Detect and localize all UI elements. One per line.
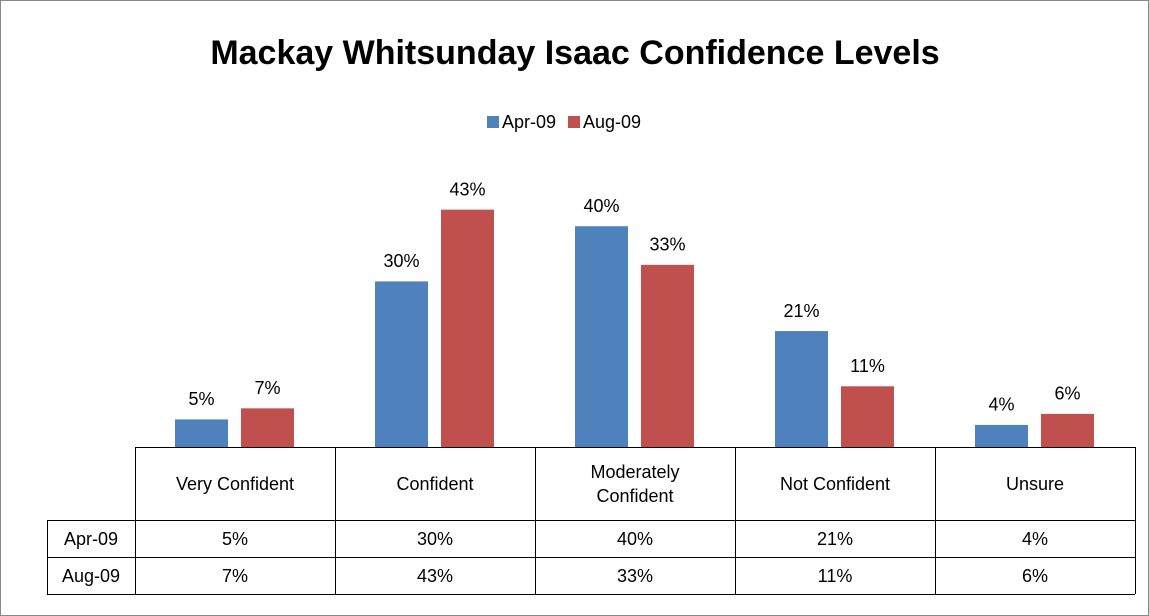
table-cell-box: 4% <box>935 520 1135 557</box>
table-cell: 40% <box>535 520 735 557</box>
table-cell: 11% <box>735 557 935 594</box>
table-cell-box: 40% <box>535 520 735 557</box>
table-cell: 7% <box>135 557 335 594</box>
table-header-text: Not Confident <box>779 473 891 494</box>
table-cell-text: 6% <box>1021 565 1048 586</box>
table-header-box: Confident <box>335 447 535 520</box>
bar <box>641 264 694 447</box>
table-cell-box: 11% <box>735 557 935 594</box>
table-cell: 30% <box>335 520 535 557</box>
table-header: Confident <box>335 447 535 520</box>
bar <box>775 331 828 447</box>
table-cell-box: 33% <box>535 557 735 594</box>
table-header-text: Very Confident <box>175 473 295 494</box>
chart-title: Mackay Whitsunday Isaac Confidence Level… <box>210 34 939 72</box>
table-cell-box: 21% <box>735 520 935 557</box>
bar <box>441 209 494 447</box>
table-cell-text: 30% <box>416 528 454 549</box>
table-cell-box: 5% <box>135 520 335 557</box>
table-cell: 5% <box>135 520 335 557</box>
bar <box>241 408 294 447</box>
table-header: Very Confident <box>135 447 335 520</box>
table-cell: 43% <box>335 557 535 594</box>
table-row-label-box: Aug-09 <box>47 557 135 594</box>
bar <box>1041 413 1094 447</box>
data-label: 4% <box>988 395 1014 415</box>
table-cell: 6% <box>935 557 1135 594</box>
table-header-box: Not Confident <box>735 447 935 520</box>
table-row-label: Apr-09 <box>47 520 135 557</box>
data-label: 43% <box>449 179 485 199</box>
table-header-text: Confident <box>396 473 474 494</box>
table-cell-box: 43% <box>335 557 535 594</box>
table-row-label-text: Apr-09 <box>63 528 119 549</box>
table-cell: 33% <box>535 557 735 594</box>
data-label: 30% <box>383 251 419 271</box>
table-cell-text: 4% <box>1021 528 1048 549</box>
table-header: Moderately Confident <box>535 447 735 520</box>
table-cell-text: 43% <box>416 565 454 586</box>
table-header-text: Moderately Confident <box>590 461 680 506</box>
data-label: 33% <box>649 235 685 255</box>
table-cell-text: 21% <box>816 528 854 549</box>
legend-label: Aug-09 <box>583 112 641 132</box>
table-header-box: Unsure <box>935 447 1135 520</box>
table-cell-text: 7% <box>221 565 248 586</box>
table-cell-text: 40% <box>616 528 654 549</box>
table-cell-box: 6% <box>935 557 1135 594</box>
table-header: Unsure <box>935 447 1135 520</box>
table-row-label-box: Apr-09 <box>47 520 135 557</box>
data-label: 7% <box>254 378 280 398</box>
table-row-label: Aug-09 <box>47 557 135 594</box>
table-header-text: Unsure <box>1005 473 1065 494</box>
data-label: 5% <box>188 389 214 409</box>
table-header-box: Very Confident <box>135 447 335 520</box>
table-cell-box: 7% <box>135 557 335 594</box>
table-cell-text: 33% <box>616 565 654 586</box>
table-cell-text: 11% <box>817 565 853 586</box>
bar <box>175 419 228 447</box>
table-cell: 21% <box>735 520 935 557</box>
table-row-label-text: Aug-09 <box>61 565 121 586</box>
table-cell: 4% <box>935 520 1135 557</box>
data-label: 40% <box>583 196 619 216</box>
data-label: 11% <box>850 356 885 376</box>
bar <box>575 226 628 447</box>
bar <box>841 386 894 447</box>
legend-swatch <box>487 116 499 128</box>
data-label: 21% <box>783 301 819 321</box>
table-cell-text: 5% <box>221 528 248 549</box>
bar <box>375 281 428 447</box>
table-header-box: Moderately Confident <box>535 447 735 520</box>
data-label: 6% <box>1054 384 1080 404</box>
legend-swatch <box>568 116 580 128</box>
table-cell-box: 30% <box>335 520 535 557</box>
bar <box>975 424 1028 447</box>
table-header: Not Confident <box>735 447 935 520</box>
legend-label: Apr-09 <box>502 112 556 132</box>
